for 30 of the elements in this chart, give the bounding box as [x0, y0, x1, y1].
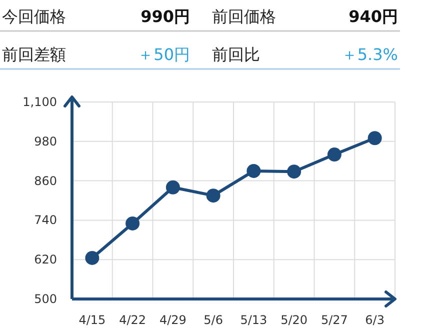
text: 前回価格: [212, 7, 276, 26]
text: 前回比: [212, 45, 260, 64]
x-tick-label: 5/6: [204, 313, 223, 327]
x-tick-label: 5/27: [320, 313, 348, 327]
text: 940円: [348, 7, 398, 26]
text: 990円: [140, 7, 190, 26]
x-tick-label: 5/20: [280, 313, 308, 327]
text: 今回価格: [2, 7, 66, 26]
point: [246, 164, 261, 178]
point: [206, 188, 220, 203]
y-tick-label: 1,100: [22, 95, 57, 109]
x-tick-label: 4/22: [119, 313, 146, 327]
text: ＋50円: [138, 45, 190, 64]
y-tick-label: 980: [34, 134, 57, 148]
x-tick-label: 4/15: [78, 313, 106, 327]
text: 前回差額: [2, 45, 66, 64]
x-tick-label: 6/3: [365, 313, 384, 327]
x-tick-label: 4/29: [159, 313, 186, 327]
y-tick-label: 860: [34, 174, 57, 188]
x-tick-label: 5/13: [240, 313, 268, 327]
y-tick-label: 620: [34, 252, 57, 267]
point: [166, 180, 180, 194]
y-tick-label: 740: [34, 213, 57, 228]
y-tick-label: 500: [34, 292, 57, 306]
text: ＋5.3%: [341, 45, 398, 64]
point: [287, 164, 302, 179]
point: [327, 148, 342, 162]
point: [126, 216, 140, 230]
point: [368, 131, 382, 146]
point: [85, 250, 100, 265]
